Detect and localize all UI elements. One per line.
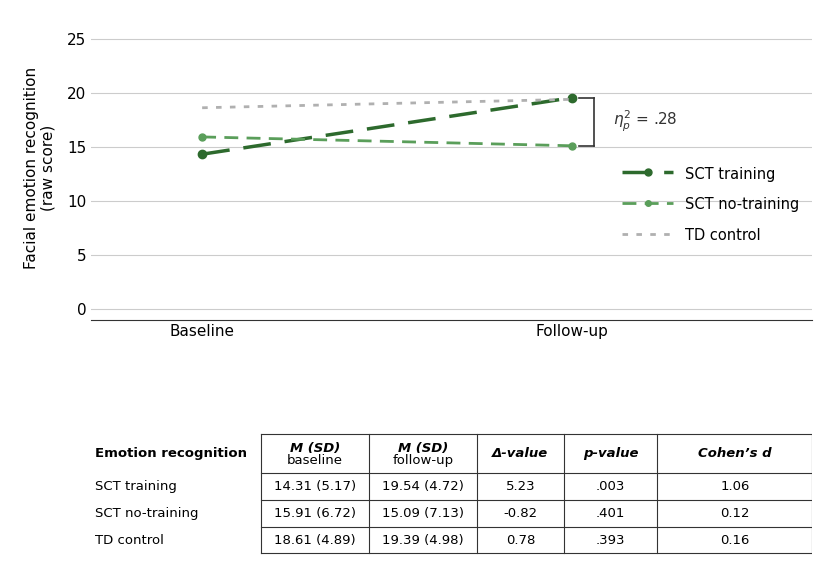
Text: Emotion recognition: Emotion recognition xyxy=(94,447,247,460)
Text: .401: .401 xyxy=(595,507,624,520)
Text: Cohen’s d: Cohen’s d xyxy=(697,447,771,460)
Text: 19.39 (4.98): 19.39 (4.98) xyxy=(382,533,463,546)
Text: 1.06: 1.06 xyxy=(720,480,749,493)
Text: 19.54 (4.72): 19.54 (4.72) xyxy=(382,480,464,493)
Text: baseline: baseline xyxy=(286,454,342,467)
Text: 0.16: 0.16 xyxy=(720,533,749,546)
Text: 15.09 (7.13): 15.09 (7.13) xyxy=(382,507,464,520)
Text: follow-up: follow-up xyxy=(392,454,453,467)
Text: SCT no-training: SCT no-training xyxy=(94,507,198,520)
Text: .393: .393 xyxy=(595,533,624,546)
Text: Δ-value: Δ-value xyxy=(492,447,548,460)
Text: 0.12: 0.12 xyxy=(720,507,749,520)
Y-axis label: Facial emotion recognition
(raw score): Facial emotion recognition (raw score) xyxy=(23,67,56,270)
Legend: SCT training, SCT no-training, TD control: SCT training, SCT no-training, TD contro… xyxy=(616,159,804,250)
Text: SCT training: SCT training xyxy=(94,480,176,493)
Text: $\eta_p^2$ = .28: $\eta_p^2$ = .28 xyxy=(612,109,676,134)
Text: M (SD): M (SD) xyxy=(289,441,339,455)
Text: 0.78: 0.78 xyxy=(505,533,534,546)
Text: 14.31 (5.17): 14.31 (5.17) xyxy=(273,480,355,493)
Text: .003: .003 xyxy=(595,480,624,493)
Text: M (SD): M (SD) xyxy=(397,441,448,455)
Text: 18.61 (4.89): 18.61 (4.89) xyxy=(273,533,355,546)
Text: TD control: TD control xyxy=(94,533,163,546)
Text: 5.23: 5.23 xyxy=(505,480,535,493)
Text: -0.82: -0.82 xyxy=(503,507,537,520)
Text: p-value: p-value xyxy=(582,447,638,460)
Text: 15.91 (6.72): 15.91 (6.72) xyxy=(273,507,355,520)
